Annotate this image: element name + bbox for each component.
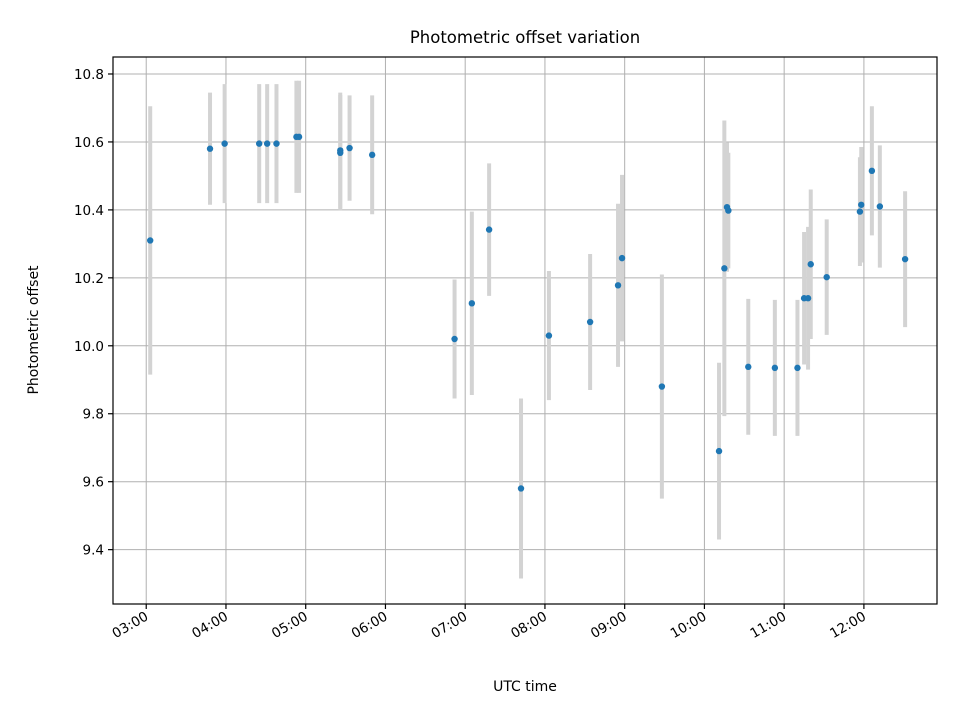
y-tick-label: 10.8 [74,67,104,83]
data-point [856,208,864,215]
data-point [876,203,884,210]
data-point [745,363,752,371]
y-tick-label: 10.4 [74,203,104,219]
data-point [485,226,493,233]
y-tick-label: 10.6 [74,135,104,151]
data-point [823,273,830,281]
data-point [206,145,214,152]
point-layer [147,133,909,492]
data-point [346,144,353,152]
data-point [263,140,271,147]
data-point [368,151,376,159]
data-point [858,201,865,208]
grid-layer [113,57,937,604]
data-point [586,318,594,326]
data-point [221,140,228,147]
plot-frame [112,56,938,605]
data-point [771,364,779,372]
data-point [868,167,876,175]
data-point [468,300,476,307]
y-tick-label: 10.2 [74,271,104,287]
data-point [725,207,732,214]
data-point [794,364,801,372]
data-point [451,335,458,343]
data-point [901,255,909,263]
data-point [147,237,154,244]
y-axis-label: Photometric offset [26,265,42,395]
data-point [715,447,723,455]
data-point [658,383,666,390]
data-point [255,140,263,147]
chart-title: Photometric offset variation [410,28,640,47]
data-point [295,133,303,141]
data-point [614,282,622,289]
y-tick-label: 9.4 [83,543,104,559]
data-point [807,261,814,268]
data-point [804,295,812,302]
x-axis-label: UTC time [493,679,557,695]
data-point [337,149,344,157]
data-point [517,485,525,492]
data-point [721,265,728,272]
y-tick-label: 9.8 [83,407,104,423]
data-point [273,140,280,147]
data-point [618,254,626,262]
data-point [545,332,553,339]
y-tick-label: 9.6 [83,475,104,491]
y-tick-label: 10.0 [74,339,104,355]
